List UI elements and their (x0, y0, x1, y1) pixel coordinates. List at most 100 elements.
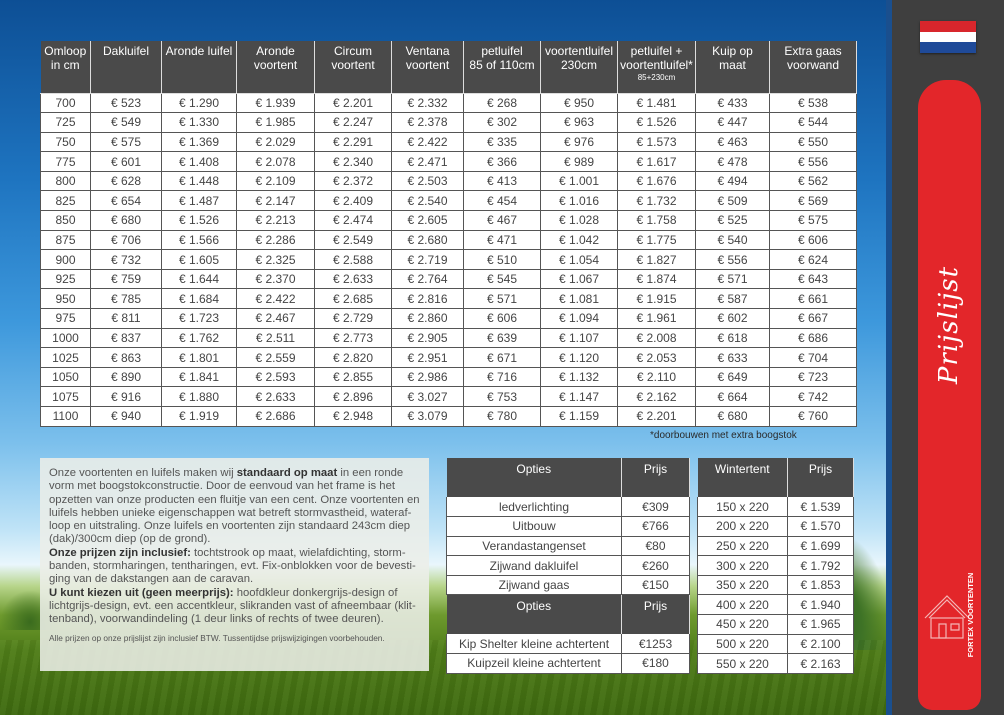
main-header-col-10: Extra gaas voorwand (769, 41, 857, 94)
price-cell: € 1.487 (161, 190, 237, 212)
table-row: 200 x 220 € 1.570 (697, 516, 854, 537)
options-subheader-cell: Opties (446, 594, 622, 634)
price-cell: € 664 (695, 386, 770, 407)
price-cell: € 1.723 (161, 308, 237, 329)
wintertent-price-cell: € 1.940 (787, 594, 854, 616)
price-cell: € 3.079 (391, 406, 464, 427)
price-cell: € 1.028 (540, 210, 618, 231)
omloop-cell: 750 (40, 132, 91, 153)
wintertent-size-cell: 350 x 220 (697, 575, 788, 596)
price-cell: € 2.422 (391, 132, 464, 153)
table-row: Kip Shelter kleine achtertent €1253 (446, 633, 690, 655)
price-cell: € 1.448 (161, 171, 237, 192)
price-cell: € 2.409 (314, 190, 392, 212)
price-cell: € 2.633 (236, 386, 315, 407)
main-header-line2: voortent (331, 58, 375, 72)
price-cell: € 1.001 (540, 171, 618, 192)
option-name-cell: Zijwand gaas (446, 575, 622, 596)
price-cell: € 1.120 (540, 347, 618, 368)
price-cell: € 2.680 (391, 230, 464, 251)
price-cell: € 556 (695, 249, 770, 270)
main-header-line2: voorwand (786, 58, 840, 72)
logo-text: FORTEX VOORTENTEN (966, 573, 975, 658)
price-cell: € 545 (463, 269, 541, 290)
table-row: 500 x 220 € 2.100 (697, 634, 854, 655)
fortex-logo-icon: FORTEX VOORTENTEN (924, 573, 975, 658)
price-cell: € 1.605 (161, 249, 237, 270)
wintertent-header-row: Wintertent Prijs (697, 458, 854, 497)
price-cell: € 837 (90, 328, 162, 349)
price-cell: € 1.939 (236, 93, 315, 114)
price-cell: € 940 (90, 406, 162, 427)
wintertent-price-cell: € 1.570 (787, 516, 854, 537)
price-cell: € 540 (695, 230, 770, 251)
price-cell: € 2.109 (236, 171, 315, 192)
omloop-cell: 800 (40, 171, 91, 192)
price-cell: € 523 (90, 93, 162, 114)
price-cell: € 2.325 (236, 249, 315, 270)
table-row: 300 x 220 € 1.792 (697, 555, 854, 576)
price-cell: € 471 (463, 230, 541, 251)
price-cell: € 509 (695, 190, 770, 212)
price-cell: € 454 (463, 190, 541, 212)
price-cell: € 1.408 (161, 151, 237, 172)
main-header-col-0: Omloop in cm (40, 41, 91, 94)
main-header-line1: Aronde (256, 44, 295, 58)
price-cell: € 785 (90, 288, 162, 310)
price-cell: € 550 (769, 132, 857, 153)
price-cell: € 2.719 (391, 249, 464, 270)
price-cell: € 2.474 (314, 210, 392, 231)
price-cell: € 1.054 (540, 249, 618, 270)
price-cell: € 1.841 (161, 367, 237, 388)
main-header-col-5: Ventana voortent (391, 41, 464, 94)
main-header-line1: Circum (334, 44, 372, 58)
price-cell: € 2.370 (236, 269, 315, 290)
price-cell: € 2.588 (314, 249, 392, 270)
wintertent-price-cell: € 1.699 (787, 536, 854, 557)
option-price-cell: €309 (621, 497, 690, 518)
main-header-line1: Aronde luifel (165, 44, 233, 58)
intro-text-bold: standaard op maat (236, 467, 338, 479)
main-header-col-2: Aronde luifel (161, 41, 237, 94)
price-cell: € 1.961 (617, 308, 696, 329)
price-cell: € 1.827 (617, 249, 696, 270)
table-row: 825 € 654 € 1.487 € 2.147 € 2.409 € 2.540 € 45… (40, 190, 857, 212)
main-header-small: 85+230cm (637, 73, 676, 82)
price-cell: € 1.801 (161, 347, 237, 368)
table-row: 800 € 628 € 1.448 € 2.109 € 2.372 € 2.503 € 41… (40, 171, 857, 192)
table-row: 900 € 732 € 1.605 € 2.325 € 2.588 € 2.719 € 51… (40, 249, 857, 270)
price-cell: € 556 (769, 151, 857, 172)
omloop-cell: 875 (40, 230, 91, 251)
price-cell: € 2.008 (617, 328, 696, 349)
options-table-body: ledverlichting €309 Uitbouw €766 Verandastan… (446, 497, 690, 674)
price-cell: € 649 (695, 367, 770, 388)
wintertent-size-cell: 450 x 220 (697, 614, 788, 635)
option-name-cell: Uitbouw (446, 516, 622, 537)
omloop-cell: 950 (40, 288, 91, 310)
main-header-line2: 230cm (560, 58, 598, 72)
options-subheader-cell: Prijs (621, 594, 690, 634)
price-cell: € 2.291 (314, 132, 392, 153)
table-row: 1075 € 916 € 1.880 € 2.633 € 2.896 € 3.027 € 7… (40, 386, 857, 407)
main-header-line2: in cm (50, 58, 80, 72)
table-row: 925 € 759 € 1.644 € 2.370 € 2.633 € 2.764 € 54… (40, 269, 857, 290)
table-row: 700 € 523 € 1.290 € 1.939 € 2.201 € 2.332 € 26… (40, 93, 857, 114)
price-cell: € 1.094 (540, 308, 618, 329)
price-cell: € 1.369 (161, 132, 237, 153)
price-cell: € 575 (769, 210, 857, 231)
price-cell: € 2.855 (314, 367, 392, 388)
price-cell: € 2.378 (391, 112, 464, 133)
price-cell: € 2.986 (391, 367, 464, 388)
price-cell: € 2.110 (617, 367, 696, 388)
omloop-cell: 925 (40, 269, 91, 290)
price-cell: € 2.593 (236, 367, 315, 388)
price-cell: € 1.617 (617, 151, 696, 172)
wintertent-price-cell: € 1.965 (787, 614, 854, 635)
main-header-line1: petluifel (481, 44, 523, 58)
price-cell: € 1.919 (161, 406, 237, 427)
price-cell: € 1.290 (161, 93, 237, 114)
price-cell: € 510 (463, 249, 541, 270)
price-cell: € 538 (769, 93, 857, 114)
choice-title: U kunt kiezen uit (geen meerprijs): (49, 586, 234, 599)
option-name-cell: Zijwand dakluifel (446, 555, 622, 576)
